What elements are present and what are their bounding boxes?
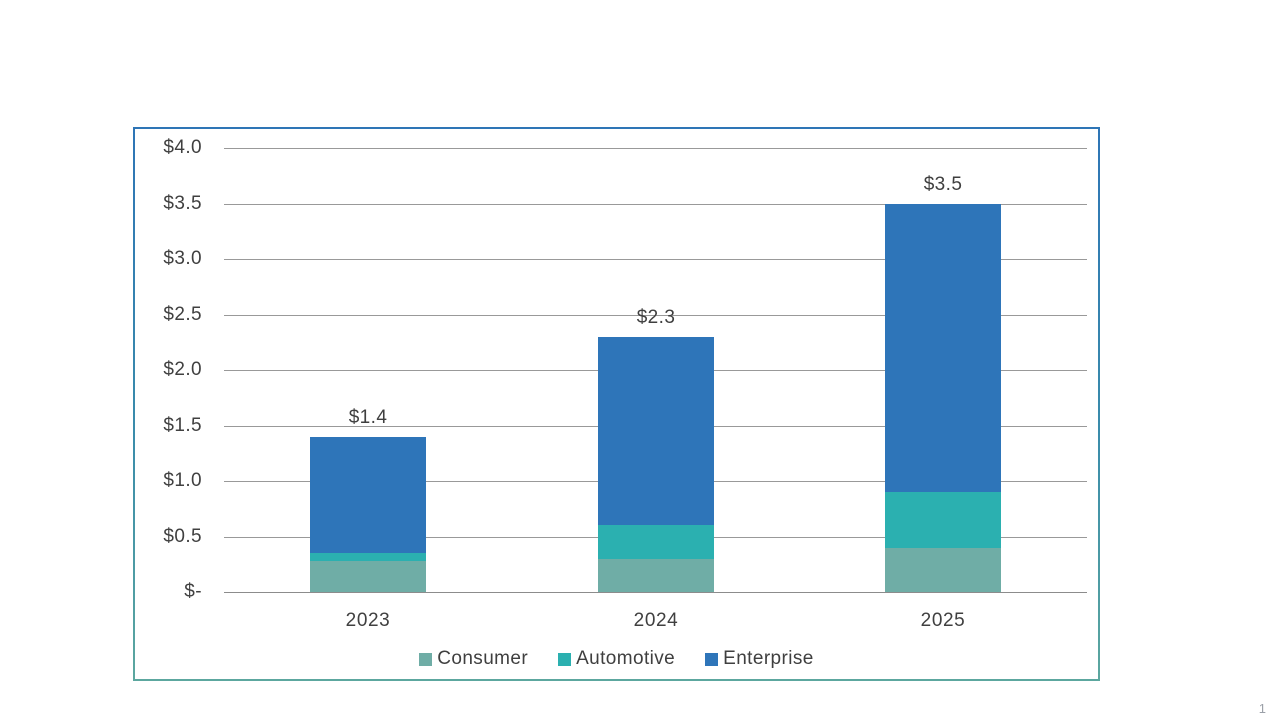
legend-label: Consumer — [437, 648, 529, 669]
y-axis-tick-label: $3.5 — [163, 193, 202, 214]
bar-total-label: $2.3 — [636, 306, 676, 328]
y-axis-tick-label: $- — [184, 581, 202, 602]
legend-label: Enterprise — [723, 648, 814, 669]
legend-item-consumer: Consumer — [419, 648, 528, 670]
y-axis-tick-label: $4.0 — [163, 137, 202, 158]
y-axis-tick-label: $1.0 — [163, 470, 202, 491]
gridline — [224, 204, 1087, 205]
legend-item-enterprise: Enterprise — [705, 648, 814, 670]
x-axis-category-label: 2024 — [633, 610, 679, 631]
legend-label: Automotive — [576, 648, 676, 669]
bar-segment-enterprise-2024 — [598, 336, 714, 526]
chart-frame: Consumer Automotive Enterprise $4.0 $3.5 $3.… — [133, 127, 1100, 681]
stacked-bar-chart: Consumer Automotive Enterprise $4.0 $3.5 $3.… — [135, 129, 1098, 679]
bar-segment-automotive-2023 — [310, 553, 426, 561]
bar-segment-automotive-2025 — [885, 492, 1001, 548]
gridline — [224, 592, 1087, 593]
bar-segment-consumer-2024 — [598, 558, 714, 592]
y-axis-tick-label: $1.5 — [163, 415, 202, 436]
bar-segment-consumer-2025 — [885, 547, 1001, 592]
y-axis-tick-label: $2.0 — [163, 359, 202, 380]
bar-segment-enterprise-2025 — [885, 203, 1001, 493]
x-axis-category-label: 2025 — [920, 610, 966, 631]
gridline — [224, 148, 1087, 149]
bar-segment-consumer-2023 — [310, 560, 426, 592]
y-axis-tick-label: $2.5 — [163, 304, 202, 325]
legend-swatch-automotive — [558, 652, 572, 666]
bar-total-label: $3.5 — [923, 173, 963, 195]
legend-item-automotive: Automotive — [558, 648, 675, 670]
slide-page-number: 1 — [1258, 701, 1266, 716]
y-axis-tick-label: $3.0 — [163, 248, 202, 269]
bar-segment-enterprise-2023 — [310, 436, 426, 554]
chart-legend: Consumer Automotive Enterprise — [135, 648, 1098, 670]
gridline — [224, 315, 1087, 316]
x-axis-category-label: 2023 — [345, 610, 391, 631]
y-axis-tick-label: $0.5 — [163, 526, 202, 547]
bar-segment-automotive-2024 — [598, 525, 714, 559]
gridline — [224, 259, 1087, 260]
legend-swatch-enterprise — [705, 652, 719, 666]
legend-swatch-consumer — [419, 652, 433, 666]
bar-total-label: $1.4 — [348, 406, 388, 428]
